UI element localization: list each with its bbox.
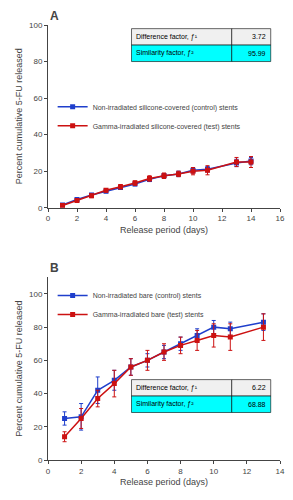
svg-text:6.22: 6.22: [252, 384, 266, 391]
svg-text:10: 10: [189, 214, 198, 223]
svg-text:3.72: 3.72: [252, 33, 266, 40]
svg-text:8: 8: [178, 467, 183, 476]
svg-text:Difference factor, ƒ¹: Difference factor, ƒ¹: [136, 384, 198, 392]
svg-text:12: 12: [242, 467, 251, 476]
svg-text:0: 0: [38, 456, 43, 465]
svg-text:A: A: [50, 9, 59, 23]
svg-text:Gamma-irradiated silicone-cove: Gamma-irradiated silicone-covered (test)…: [93, 123, 241, 131]
svg-text:2: 2: [79, 467, 84, 476]
svg-text:95.99: 95.99: [248, 50, 266, 57]
svg-text:0: 0: [38, 204, 43, 213]
svg-text:8: 8: [162, 214, 167, 223]
svg-text:Release period (days): Release period (days): [120, 477, 208, 487]
svg-text:10: 10: [209, 467, 218, 476]
svg-text:40: 40: [33, 130, 42, 139]
svg-text:80: 80: [33, 323, 42, 332]
svg-text:4: 4: [104, 214, 109, 223]
svg-text:Release period (days): Release period (days): [120, 225, 208, 235]
svg-text:14: 14: [276, 467, 285, 476]
svg-text:4: 4: [112, 467, 117, 476]
svg-text:Non-irradiated bare (control): Non-irradiated bare (control) stents: [93, 292, 202, 300]
svg-text:0: 0: [46, 467, 51, 476]
svg-text:40: 40: [33, 389, 42, 398]
svg-text:20: 20: [33, 167, 42, 176]
svg-text:20: 20: [33, 423, 42, 432]
svg-text:100: 100: [29, 290, 43, 299]
svg-text:Similarity factor, ƒ²: Similarity factor, ƒ²: [136, 49, 194, 57]
svg-text:80: 80: [33, 57, 42, 66]
svg-text:12: 12: [218, 214, 227, 223]
svg-text:60: 60: [33, 94, 42, 103]
svg-text:16: 16: [276, 214, 285, 223]
svg-text:68.88: 68.88: [248, 401, 266, 408]
svg-text:Similarity factor, ƒ²: Similarity factor, ƒ²: [136, 400, 194, 408]
svg-text:Difference factor, ƒ¹: Difference factor, ƒ¹: [136, 33, 198, 41]
svg-text:0: 0: [46, 214, 51, 223]
svg-text:14: 14: [247, 214, 256, 223]
svg-text:60: 60: [33, 356, 42, 365]
svg-text:Percent cumulative 5-FU releas: Percent cumulative 5-FU released: [14, 48, 24, 184]
svg-text:6: 6: [145, 467, 150, 476]
svg-text:2: 2: [75, 214, 80, 223]
svg-text:100: 100: [29, 21, 43, 30]
svg-text:Percent cumulative 5-FU releas: Percent cumulative 5-FU released: [14, 301, 24, 437]
svg-text:B: B: [50, 261, 59, 275]
svg-text:Gamma-irradiated bare (test) s: Gamma-irradiated bare (test) stents: [93, 311, 204, 319]
svg-text:Non-irradiated silicone-covere: Non-irradiated silicone-covered (control…: [93, 104, 239, 112]
svg-text:6: 6: [133, 214, 138, 223]
